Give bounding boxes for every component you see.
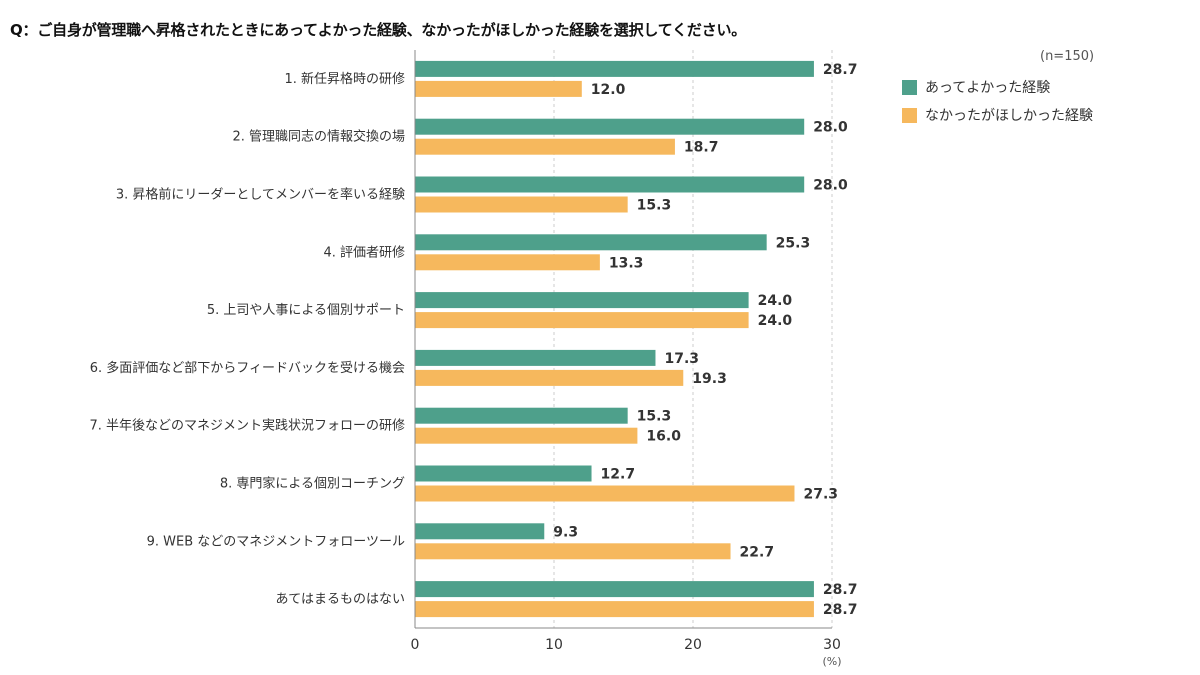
bar-had-9 bbox=[415, 523, 545, 540]
x-tick-label-30: 30 bbox=[823, 637, 841, 653]
chart-legend: あってよかった経験 なかったがほしかった経験 bbox=[902, 78, 1093, 134]
legend-label-wanted: なかったがほしかった経験 bbox=[925, 108, 1093, 124]
bar-had-7 bbox=[415, 407, 628, 424]
legend-item-wanted: なかったがほしかった経験 bbox=[902, 106, 1093, 124]
bar-had-6 bbox=[415, 349, 656, 366]
question-title: Q：ご自身が管理職へ昇格されたときにあってよかった経験、なかったがほしかった経験… bbox=[10, 21, 747, 39]
value-label-wanted-4: 13.3 bbox=[609, 255, 644, 271]
category-label-5: 5. 上司や人事による個別サポート bbox=[207, 303, 405, 318]
bar-wanted-9 bbox=[415, 543, 731, 560]
bar-had-5 bbox=[415, 292, 749, 309]
value-label-wanted-2: 18.7 bbox=[684, 140, 719, 156]
category-label-4: 4. 評価者研修 bbox=[323, 245, 405, 260]
value-label-had-7: 15.3 bbox=[637, 409, 672, 425]
value-label-had-4: 25.3 bbox=[776, 235, 811, 251]
legend-item-had: あってよかった経験 bbox=[902, 78, 1093, 96]
legend-swatch-wanted bbox=[902, 107, 917, 123]
bar-wanted-2 bbox=[415, 138, 675, 155]
category-label-2: 2. 管理職同志の情報交換の場 bbox=[232, 129, 405, 145]
value-label-wanted-10: 28.7 bbox=[823, 602, 858, 618]
category-label-3: 3. 昇格前にリーダーとしてメンバーを率いる経験 bbox=[116, 187, 405, 203]
bar-wanted-8 bbox=[415, 485, 795, 502]
bar-had-3 bbox=[415, 176, 805, 193]
legend-swatch-had bbox=[902, 79, 917, 95]
value-label-wanted-7: 16.0 bbox=[646, 429, 681, 445]
value-label-had-8: 12.7 bbox=[601, 467, 636, 483]
value-label-wanted-3: 15.3 bbox=[637, 198, 672, 214]
bar-wanted-10 bbox=[415, 601, 814, 618]
x-tick-label-20: 20 bbox=[684, 637, 702, 653]
value-label-had-3: 28.0 bbox=[813, 178, 848, 194]
value-label-had-9: 9.3 bbox=[553, 524, 578, 540]
bar-had-1 bbox=[415, 60, 814, 77]
value-label-had-5: 24.0 bbox=[758, 293, 793, 309]
value-label-wanted-9: 22.7 bbox=[740, 544, 775, 560]
bar-wanted-1 bbox=[415, 80, 582, 97]
category-label-7: 7. 半年後などのマネジメント実践状況フォローの研修 bbox=[89, 418, 405, 434]
value-label-had-6: 17.3 bbox=[664, 351, 699, 367]
bar-had-4 bbox=[415, 234, 767, 251]
legend-label-had: あってよかった経験 bbox=[925, 80, 1051, 96]
category-label-10: あてはまるものはない bbox=[276, 592, 405, 607]
value-label-wanted-6: 19.3 bbox=[692, 371, 727, 387]
category-label-9: 9. WEB などのマネジメントフォローツール bbox=[147, 534, 405, 549]
bar-wanted-5 bbox=[415, 312, 749, 329]
x-axis-unit: (%) bbox=[822, 655, 841, 668]
bar-had-8 bbox=[415, 465, 592, 482]
category-label-6: 6. 多面評価など部下からフィードバックを受ける機会 bbox=[90, 360, 405, 376]
value-label-had-2: 28.0 bbox=[813, 120, 848, 136]
category-label-1: 1. 新任昇格時の研修 bbox=[284, 71, 405, 87]
value-label-wanted-8: 27.3 bbox=[803, 487, 838, 503]
bar-had-10 bbox=[415, 581, 814, 598]
category-label-8: 8. 専門家による個別コーチング bbox=[220, 476, 405, 492]
bar-wanted-3 bbox=[415, 196, 628, 213]
bar-wanted-4 bbox=[415, 254, 600, 271]
value-label-had-10: 28.7 bbox=[823, 582, 858, 598]
x-tick-label-0: 0 bbox=[411, 637, 420, 653]
value-label-had-1: 28.7 bbox=[823, 62, 858, 78]
bar-had-2 bbox=[415, 118, 805, 135]
x-tick-label-10: 10 bbox=[545, 637, 563, 653]
value-label-wanted-1: 12.0 bbox=[591, 82, 626, 98]
sample-size-note: (n=150) bbox=[1040, 49, 1095, 64]
value-label-wanted-5: 24.0 bbox=[758, 313, 793, 329]
bar-wanted-6 bbox=[415, 369, 684, 386]
bar-wanted-7 bbox=[415, 427, 638, 444]
